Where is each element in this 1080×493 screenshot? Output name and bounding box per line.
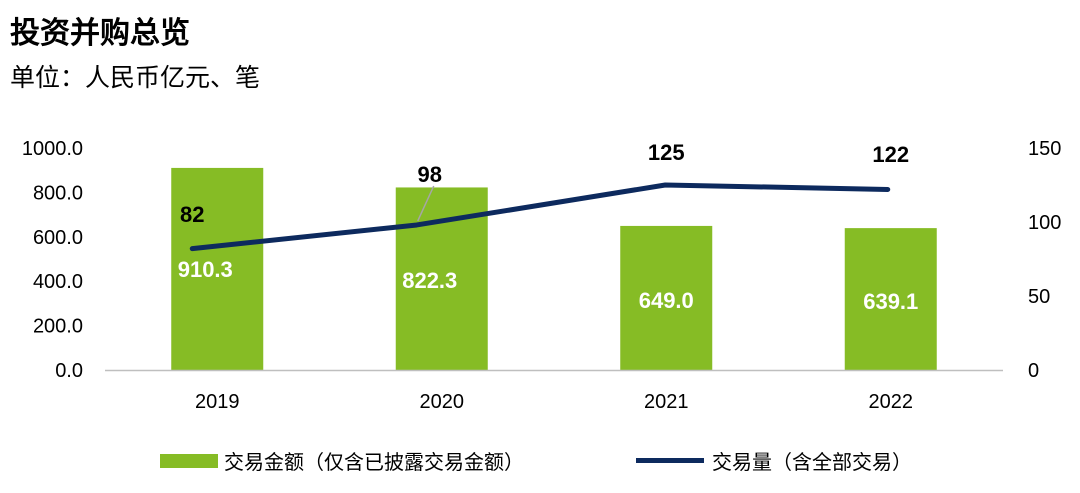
x-tick-label: 2020 [420,391,465,413]
y-right-tick-label: 100 [1028,212,1061,234]
x-tick-label: 2021 [644,391,689,413]
line-data-label: 122 [872,142,909,167]
legend-item-volume: 交易量（含全部交易） [636,446,912,475]
bar-2022 [844,228,937,370]
bar-2019 [171,167,264,370]
legend-label-volume: 交易量（含全部交易） [712,450,912,474]
chart-subtitle: 单位：人民币亿元、笔 [10,63,261,92]
y-left-tick-label: 0.0 [55,360,83,382]
x-tick-label: 2022 [869,391,914,413]
bar-data-label: 639.1 [863,289,918,314]
line-data-label: 125 [648,140,685,165]
data-label-leader-line [417,185,435,222]
y-left-tick-label: 800.0 [33,182,83,204]
line-data-label: 98 [418,162,442,187]
x-tick-label: 2019 [195,391,240,413]
legend-swatch-line [636,458,704,463]
legend-swatch-bar [160,453,218,468]
legend-label-amount: 交易金额（仅含已披露交易金额） [224,450,524,474]
bar-data-label: 822.3 [402,268,457,293]
bar-2021 [620,225,713,370]
combo-chart: 0.0 200.0 400.0 600.0 800.0 1000.0 0 50 100 150 20… [22,138,1062,413]
y-left-tick-label: 1000.0 [22,138,83,160]
y-right-tick-label: 150 [1028,138,1061,160]
y-left-tick-label: 400.0 [33,271,83,293]
chart-title: 投资并购总览 [10,16,190,51]
bar-data-label: 910.3 [178,257,233,282]
legend-item-amount: 交易金额（仅含已披露交易金额） [160,446,524,475]
bar-data-label: 649.0 [639,288,694,313]
y-left-tick-label: 200.0 [33,316,83,338]
y-left-tick-label: 600.0 [33,227,83,249]
y-right-tick-label: 50 [1028,286,1050,308]
line-series-volume [189,182,891,252]
line-data-label: 82 [180,202,204,227]
y-right-tick-label: 0 [1028,360,1039,382]
